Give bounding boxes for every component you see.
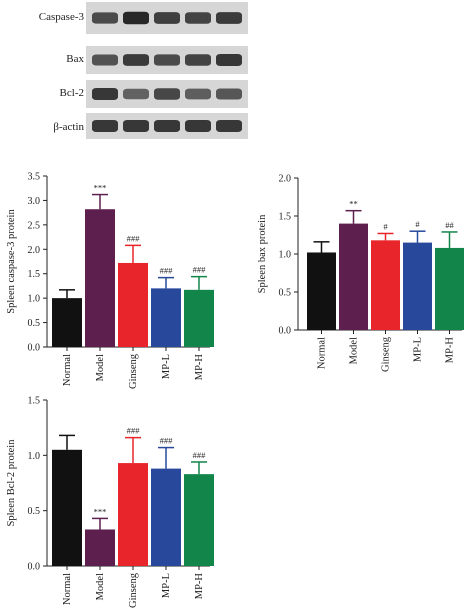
- significance-mark-model: ***: [94, 183, 107, 193]
- blot-label-bcl-2: Bcl-2: [60, 87, 84, 99]
- bar-model: [85, 209, 115, 347]
- caspase-3-chart: 0.0 0.5 1.0 1.5 2.0 2.5 3.0 3.5 Spleen caspase-3…: [6, 172, 214, 389]
- y-tick-label: 3.5: [28, 172, 41, 183]
- y-tick-label: 0.0: [28, 562, 41, 573]
- bar-mp-h: [435, 247, 464, 330]
- x-tick-label-normal: Normal: [62, 354, 73, 386]
- blot-band: [123, 120, 149, 132]
- blot-band: [154, 54, 180, 66]
- y-tick-label: 0.5: [28, 506, 41, 517]
- bar-mp-l: [151, 288, 181, 347]
- significance-mark-model: ***: [94, 506, 107, 516]
- x-tick-label-model: Model: [349, 337, 360, 364]
- significance-mark-mp-l: ###: [160, 436, 174, 446]
- significance-mark-model: **: [349, 199, 358, 209]
- x-tick-label-mp-h: MP-H: [445, 337, 456, 364]
- y-tick-label: 0.5: [279, 288, 292, 299]
- x-tick-label-normal: Normal: [317, 337, 328, 369]
- blot-band: [154, 120, 180, 132]
- x-tick-label-mp-h: MP-H: [194, 354, 205, 381]
- significance-mark-mp-h: ###: [193, 265, 207, 275]
- x-tick-label-mp-l: MP-L: [161, 573, 172, 598]
- y-tick-label: 3.0: [28, 196, 41, 207]
- blot-band: [92, 12, 118, 24]
- y-axis-title: Spleen caspase-3 protein: [6, 209, 17, 314]
- y-tick-label: 2.0: [279, 174, 292, 185]
- y-tick-label: 0.0: [28, 343, 41, 354]
- bar-model: [85, 529, 115, 566]
- blot-band: [92, 54, 118, 66]
- y-tick-label: 1.5: [279, 212, 292, 223]
- blot-band: [154, 88, 180, 100]
- blot-band: [92, 88, 118, 100]
- significance-mark-mp-h: ##: [445, 220, 454, 230]
- bar-normal: [52, 449, 82, 566]
- bax-chart: 0.0 0.5 1.0 1.5 2.0 Spleen bax protein Normal *…: [257, 174, 464, 372]
- y-tick-label: 1.5: [28, 269, 41, 280]
- x-tick-label-ginseng: Ginseng: [128, 572, 139, 608]
- x-tick-label-normal: Normal: [62, 573, 73, 605]
- y-tick-label: 2.0: [28, 245, 41, 256]
- y-tick-label: 1.5: [28, 396, 41, 407]
- x-tick-label-mp-h: MP-H: [194, 573, 205, 600]
- blot-band: [185, 120, 211, 132]
- bar-model: [339, 223, 368, 330]
- y-tick-label: 1.0: [279, 250, 292, 261]
- blot-band: [123, 54, 149, 66]
- western-blot-panel: Caspase-3 Bax Bcl-2 β-actin: [39, 2, 248, 139]
- significance-mark-ginseng: ###: [127, 233, 141, 243]
- x-tick-label-mp-l: MP-L: [161, 354, 172, 379]
- bar-mp-h: [184, 289, 214, 347]
- blot-band: [216, 54, 242, 66]
- bcl-2-chart: 0.0 0.5 1.0 1.5 Spleen Bcl-2 protein Normal **…: [6, 396, 214, 608]
- y-tick-label: 2.5: [28, 220, 41, 231]
- bar-ginseng: [371, 240, 400, 330]
- x-tick-label-model: Model: [95, 573, 106, 600]
- significance-mark-mp-l: #: [415, 219, 420, 229]
- x-tick-label-model: Model: [95, 354, 106, 381]
- blot-band: [123, 11, 149, 25]
- significance-mark-mp-l: ###: [160, 266, 174, 276]
- blot-band: [216, 12, 242, 24]
- blot-band: [92, 120, 118, 132]
- y-axis-title: Spleen Bcl-2 protein: [6, 439, 17, 527]
- y-tick-label: 1.0: [28, 294, 41, 305]
- bar-mp-l: [151, 468, 181, 566]
- bar-mp-l: [403, 242, 432, 330]
- blot-band: [216, 88, 242, 100]
- blot-band: [123, 88, 149, 100]
- y-tick-label: 0.0: [279, 326, 292, 337]
- x-tick-label-ginseng: Ginseng: [381, 336, 392, 372]
- blot-band: [216, 120, 242, 132]
- bar-normal: [52, 298, 82, 347]
- x-tick-label-mp-l: MP-L: [413, 337, 424, 362]
- blot-band: [185, 12, 211, 24]
- significance-mark-ginseng: ###: [127, 426, 141, 436]
- blot-band: [185, 54, 211, 66]
- blot-label-bax: Bax: [66, 53, 84, 65]
- y-axis-title: Spleen bax protein: [257, 214, 268, 293]
- significance-mark-ginseng: #: [383, 221, 388, 231]
- bar-ginseng: [118, 463, 148, 566]
- significance-mark-mp-h: ###: [193, 450, 207, 460]
- blot-band: [185, 88, 211, 100]
- bar-normal: [307, 252, 336, 330]
- x-tick-label-ginseng: Ginseng: [128, 353, 139, 389]
- bar-ginseng: [118, 262, 148, 347]
- blot-label-actin: β-actin: [53, 121, 84, 133]
- y-tick-label: 1.0: [28, 451, 41, 462]
- y-tick-label: 0.5: [28, 318, 41, 329]
- blot-band: [154, 12, 180, 24]
- bar-mp-h: [184, 474, 214, 566]
- blot-label-caspase-3: Caspase-3: [39, 11, 85, 23]
